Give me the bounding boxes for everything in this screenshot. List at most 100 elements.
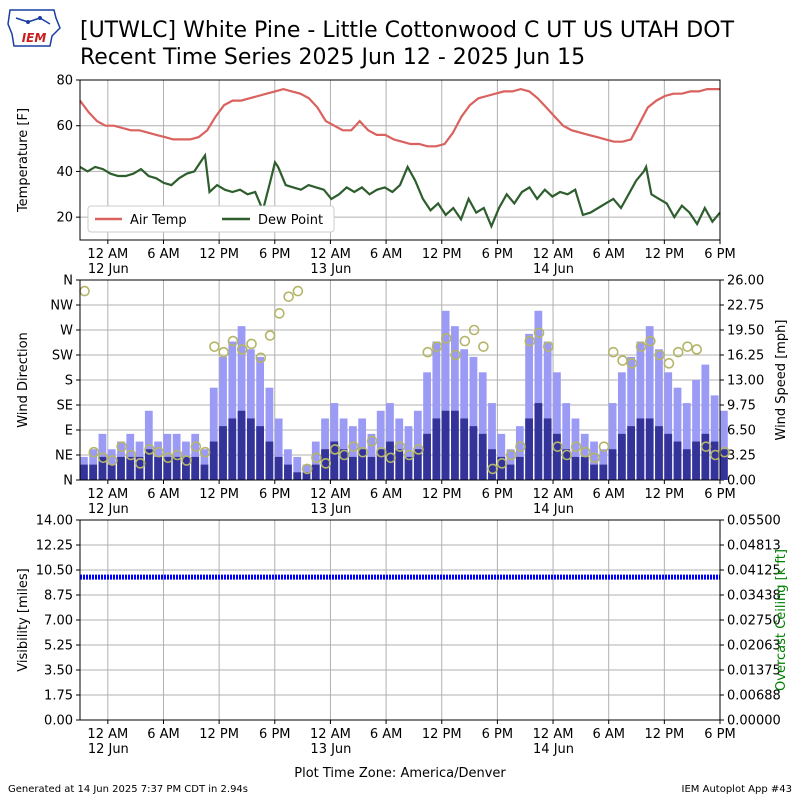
y2-tick-label: 0.00	[727, 474, 756, 489]
wind-direction-marker	[682, 341, 693, 352]
gust-bar	[682, 403, 691, 480]
y-tick-label: N	[63, 474, 73, 489]
gust-bar	[617, 372, 626, 480]
speed-bar	[339, 449, 348, 480]
y2-axis-label: Wind Speed [mph]	[774, 320, 789, 441]
gust-bar	[645, 326, 654, 480]
gust-bar	[543, 341, 552, 480]
y2-tick-label: 22.75	[727, 299, 764, 314]
gust-bar	[441, 310, 450, 480]
speed-bar	[451, 410, 459, 480]
gust-bar	[627, 356, 636, 480]
speed-bar	[219, 426, 227, 480]
wind-direction-marker	[301, 463, 313, 475]
wind-direction-marker	[274, 308, 285, 319]
x-date-label: 14 Jun	[533, 502, 574, 517]
iem-logo: IEM	[7, 9, 61, 47]
x-tick-label: 12 AM	[310, 487, 351, 502]
x-date-label: 13 Jun	[310, 262, 351, 277]
y2-tick-label: 19.50	[727, 324, 764, 339]
x-date-label: 14 Jun	[533, 262, 574, 277]
wind-direction-marker	[441, 333, 452, 344]
y-tick-label: 12.25	[36, 539, 73, 554]
speed-bar	[191, 456, 200, 480]
wind-direction-marker	[478, 341, 489, 352]
x-tick-label: 12 AM	[533, 727, 574, 742]
speed-bar	[98, 456, 107, 480]
wind-direction-marker	[533, 327, 545, 339]
wind-direction-marker	[357, 446, 369, 458]
gust-bar	[655, 349, 663, 480]
dew-point-line	[79, 152, 721, 230]
wind-direction-marker	[505, 449, 517, 461]
y-tick-label: W	[60, 324, 73, 339]
wind-direction-marker	[672, 346, 684, 358]
wind-direction-marker	[88, 446, 100, 458]
speed-bar	[525, 418, 533, 480]
x-tick-label: 12 AM	[87, 727, 128, 742]
wind-direction-marker	[403, 449, 415, 461]
wind-direction-marker	[561, 449, 573, 461]
gust-bar	[432, 341, 441, 480]
y-tick-label: SW	[52, 349, 73, 364]
speed-bar	[330, 441, 339, 480]
gust-bar	[673, 387, 682, 480]
gust-bar	[515, 426, 524, 480]
speed-bar	[182, 456, 190, 480]
speed-bar	[376, 449, 385, 480]
wind-direction-marker	[663, 358, 675, 369]
y-tick-label: E	[65, 424, 73, 439]
gust-bar	[265, 387, 274, 480]
speed-bar	[534, 403, 543, 480]
gust-bar	[256, 356, 265, 480]
y2-tick-label: 3.25	[727, 449, 756, 464]
axes-frame	[79, 519, 721, 721]
gust-bar	[692, 380, 700, 480]
gust-bar	[348, 426, 357, 480]
x-axis-label: Plot Time Zone: America/Denver	[294, 766, 506, 781]
gust-bar	[237, 326, 246, 480]
wind-direction-marker	[543, 341, 554, 352]
wind-direction-marker	[450, 349, 461, 361]
speed-bar	[163, 456, 172, 480]
speed-bar	[321, 449, 329, 480]
speed-bar	[664, 433, 673, 480]
gust-bar	[451, 326, 459, 480]
wind-direction-marker	[422, 346, 434, 358]
wind-direction-marker	[607, 346, 619, 358]
app-note: IEM Autoplot App #43	[681, 784, 792, 795]
x-tick-label: 12 PM	[199, 247, 239, 262]
speed-bar	[413, 449, 422, 480]
wind-direction-marker	[654, 349, 665, 361]
y-axis-label: Temperature [F]	[16, 108, 31, 213]
y2-tick-label: 13.00	[727, 374, 764, 389]
wind-direction-marker	[552, 441, 563, 452]
gust-bar	[720, 410, 728, 480]
x-tick-label: 6 AM	[147, 727, 180, 742]
wind-direction-marker	[218, 346, 230, 358]
speed-bar	[311, 464, 320, 480]
gust-bar	[246, 349, 255, 480]
wind-direction-marker	[459, 335, 471, 347]
y-tick-label: NW	[50, 299, 73, 314]
wind-direction-marker	[468, 324, 480, 336]
x-tick-label: 12 PM	[199, 487, 239, 502]
x-tick-label: 12 PM	[199, 727, 239, 742]
speed-bar	[701, 433, 710, 480]
speed-bar	[274, 456, 283, 480]
wind-direction-marker	[524, 335, 536, 347]
wind-direction-marker	[162, 452, 174, 464]
x-tick-label: 6 AM	[147, 247, 180, 262]
speed-bar	[432, 418, 441, 480]
x-date-label: 13 Jun	[310, 742, 351, 757]
y-tick-label: SE	[57, 399, 73, 414]
x-tick-label: 12 PM	[422, 727, 462, 742]
speed-bar	[673, 441, 682, 480]
y-tick-label: NE	[55, 449, 73, 464]
gust-bar	[701, 364, 710, 480]
wind-direction-marker	[626, 358, 638, 369]
y2-tick-label: 9.75	[727, 399, 756, 414]
wind-direction-marker	[617, 355, 628, 366]
x-date-label: 12 Jun	[88, 262, 129, 277]
